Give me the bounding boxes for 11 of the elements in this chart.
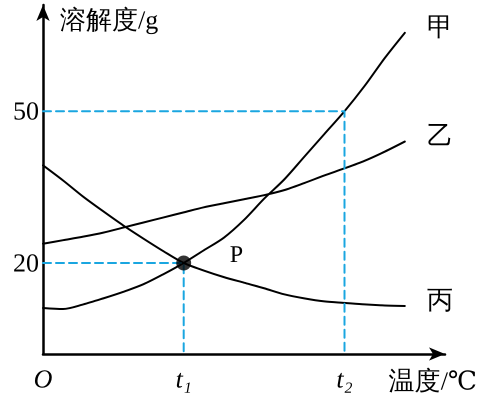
annotation: P <box>230 242 244 268</box>
series-label: 丙 <box>426 285 453 314</box>
series-label: 乙 <box>426 121 453 150</box>
x-tick-label: t₁ <box>176 364 192 394</box>
x-tick-label: O <box>34 364 53 394</box>
y-axis-title: 溶解度/g <box>60 6 158 34</box>
y-tick-label: 50 <box>13 96 39 126</box>
y-tick-label: 20 <box>13 248 39 278</box>
x-axis-title: 温度/℃ <box>388 366 478 396</box>
series-label: 甲 <box>426 12 453 42</box>
x-tick-label: t₂ <box>336 364 353 394</box>
